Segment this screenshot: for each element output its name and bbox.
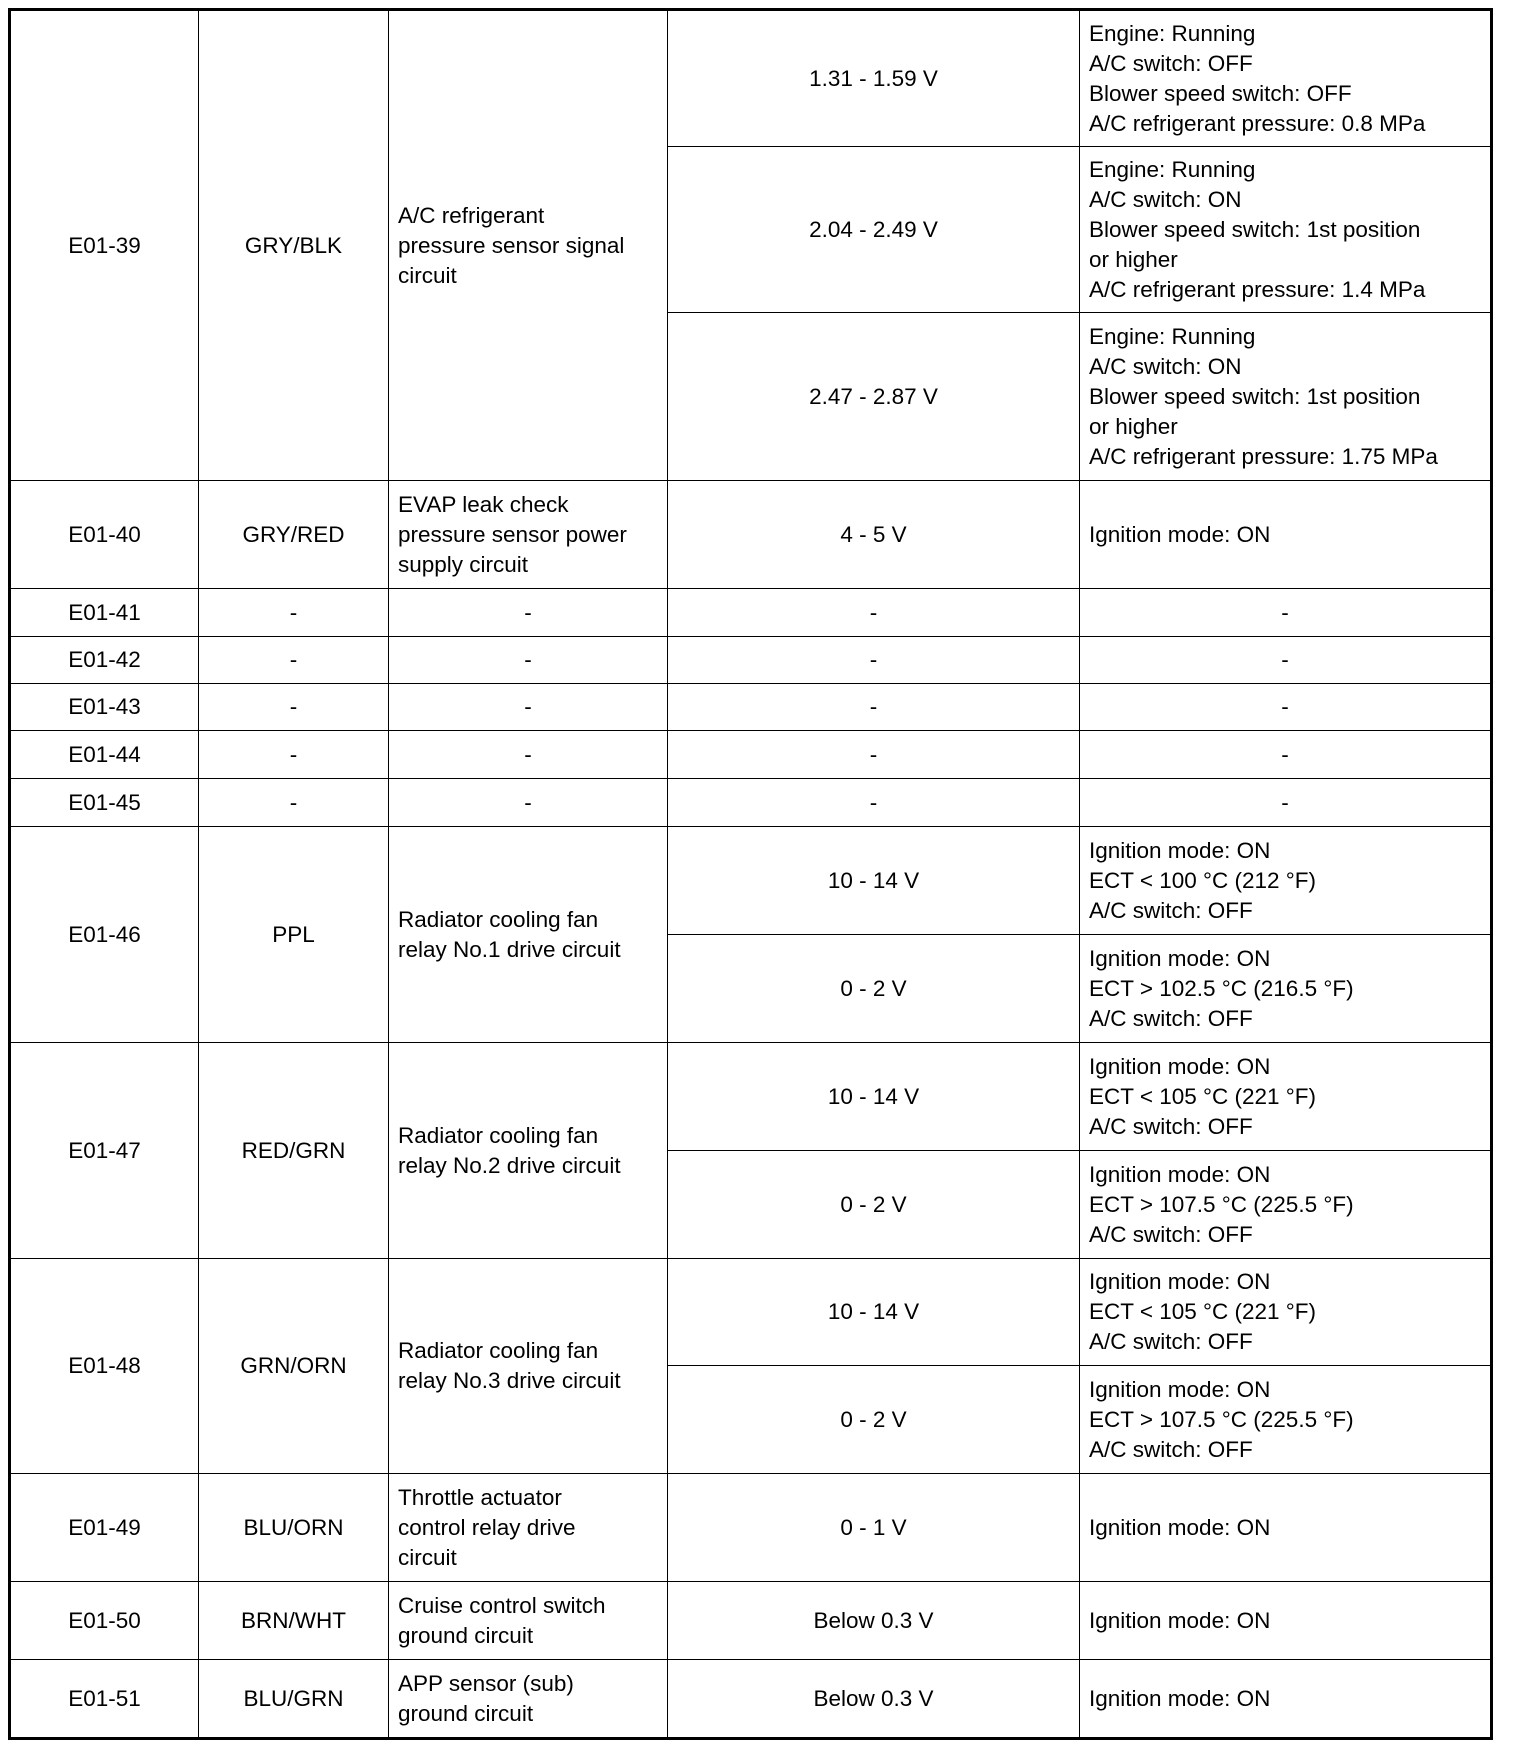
- table-row: 0 - 2 V Ignition mode: ON ECT > 102.5 °C …: [10, 934, 1492, 1043]
- test-condition: Ignition mode: ON: [1079, 1581, 1492, 1660]
- terminal-pin: E01-46: [9, 826, 199, 1043]
- table-row: E01-45- - - -: [9, 778, 1492, 827]
- wire-color: RED/GRN: [198, 1042, 389, 1259]
- wire-color: GRN/ORN: [198, 1258, 389, 1474]
- circuit-name: Cruise control switch ground circuit: [388, 1581, 668, 1660]
- test-condition: Ignition mode: ON ECT < 100 °C (212 °F) …: [1079, 826, 1492, 935]
- terminal-pin: E01-41: [9, 588, 199, 637]
- circuit-name: -: [388, 730, 668, 779]
- table-row: E01-40 GRY/RED EVAP leak check pressure se…: [9, 480, 1492, 589]
- voltage-spec: Below 0.3 V: [667, 1659, 1080, 1739]
- voltage-spec: -: [667, 730, 1080, 779]
- test-condition: Engine: Running A/C switch: ON Blower sp…: [1079, 146, 1492, 313]
- circuit-name: Throttle actuator control relay drive ci…: [388, 1473, 668, 1582]
- terminal-voltage-table: E01-39 GRY/BLK A/C refrigerant pressure se…: [8, 8, 1493, 1740]
- circuit-name: Radiator cooling fan relay No.1 drive ci…: [388, 826, 668, 1043]
- voltage-spec: -: [667, 588, 1080, 637]
- terminal-pin: E01-48: [9, 1258, 199, 1474]
- test-condition: Engine: Running A/C switch: OFF Blower s…: [1079, 9, 1492, 147]
- table-row: 0 - 2 V Ignition mode: ON ECT > 107.5 °C …: [10, 1150, 1492, 1259]
- circuit-name: A/C refrigerant pressure sensor signal c…: [388, 9, 668, 481]
- circuit-name: -: [388, 588, 668, 637]
- terminal-pin: E01-40: [9, 480, 199, 589]
- voltage-spec: 10 - 14 V: [667, 1258, 1080, 1366]
- table-row: E01-48 GRN/ORN Radiator cooling fan relay …: [9, 1258, 1492, 1474]
- voltage-spec: 10 - 14 V: [667, 1042, 1080, 1151]
- test-condition: Ignition mode: ON: [1079, 480, 1492, 589]
- circuit-name: Radiator cooling fan relay No.3 drive ci…: [388, 1258, 668, 1474]
- test-condition: Ignition mode: ON ECT < 105 °C (221 °F) …: [1079, 1042, 1492, 1151]
- circuit-name: -: [388, 683, 668, 731]
- voltage-spec: 0 - 2 V: [667, 934, 1080, 1043]
- circuit-name: -: [388, 778, 668, 827]
- terminal-pin: E01-45: [9, 778, 199, 827]
- voltage-spec: Below 0.3 V: [667, 1581, 1080, 1660]
- test-condition: -: [1079, 730, 1492, 779]
- circuit-name: APP sensor (sub) ground circuit: [388, 1659, 668, 1739]
- test-condition: Ignition mode: ON: [1079, 1473, 1492, 1582]
- wire-color: PPL: [198, 826, 389, 1043]
- circuit-name: Radiator cooling fan relay No.2 drive ci…: [388, 1042, 668, 1259]
- table-row: 0 - 2 V Ignition mode: ON ECT > 107.5 °C …: [10, 1365, 1492, 1474]
- terminal-pin: E01-42: [9, 636, 199, 684]
- voltage-spec: 0 - 2 V: [667, 1150, 1080, 1259]
- wire-color: GRY/BLK: [198, 9, 389, 481]
- test-condition: Ignition mode: ON ECT > 107.5 °C (225.5 …: [1079, 1150, 1492, 1259]
- table-row: E01-39 GRY/BLK A/C refrigerant pressure se…: [9, 9, 1492, 481]
- test-condition: Ignition mode: ON ECT < 105 °C (221 °F) …: [1079, 1258, 1492, 1366]
- voltage-spec: 10 - 14 V: [667, 826, 1080, 935]
- voltage-spec: 0 - 2 V: [667, 1365, 1080, 1474]
- wire-color: BLU/GRN: [198, 1659, 389, 1739]
- voltage-spec: 1.31 - 1.59 V: [667, 9, 1080, 147]
- test-condition: -: [1079, 683, 1492, 731]
- table-row: 2.47 - 2.87 V Engine: Running A/C switch:…: [10, 312, 1492, 481]
- test-condition: Ignition mode: ON: [1079, 1659, 1492, 1739]
- terminal-pin: E01-43: [9, 683, 199, 731]
- voltage-spec: 2.04 - 2.49 V: [667, 146, 1080, 313]
- circuit-name: -: [388, 636, 668, 684]
- test-condition: Engine: Running A/C switch: ON Blower sp…: [1079, 312, 1492, 481]
- test-condition: Ignition mode: ON ECT > 102.5 °C (216.5 …: [1079, 934, 1492, 1043]
- voltage-spec: 4 - 5 V: [667, 480, 1080, 589]
- table-row: E01-51 BLU/GRN APP sensor (sub) ground cir…: [9, 1659, 1492, 1739]
- voltage-spec: 2.47 - 2.87 V: [667, 312, 1080, 481]
- table-row: E01-47 RED/GRN Radiator cooling fan relay …: [9, 1042, 1492, 1259]
- wire-color: -: [198, 683, 389, 731]
- test-condition: -: [1079, 636, 1492, 684]
- voltage-spec: -: [667, 778, 1080, 827]
- terminal-pin: E01-49: [9, 1473, 199, 1582]
- wire-color: BLU/ORN: [198, 1473, 389, 1582]
- table-row: E01-50 BRN/WHT Cruise control switch groun…: [9, 1581, 1492, 1660]
- voltage-spec: -: [667, 683, 1080, 731]
- test-condition: Ignition mode: ON ECT > 107.5 °C (225.5 …: [1079, 1365, 1492, 1474]
- table-row: 2.04 - 2.49 V Engine: Running A/C switch:…: [10, 146, 1492, 313]
- test-condition: -: [1079, 588, 1492, 637]
- wire-color: -: [198, 588, 389, 637]
- voltage-spec: -: [667, 636, 1080, 684]
- table-row: E01-46 PPL Radiator cooling fan relay No.1…: [9, 826, 1492, 1043]
- circuit-name: EVAP leak check pressure sensor power su…: [388, 480, 668, 589]
- voltage-spec: 0 - 1 V: [667, 1473, 1080, 1582]
- wire-color: -: [198, 730, 389, 779]
- terminal-pin: E01-39: [9, 9, 199, 481]
- wire-color: -: [198, 636, 389, 684]
- table-row: E01-41- - - -: [9, 588, 1492, 637]
- wire-color: BRN/WHT: [198, 1581, 389, 1660]
- wire-color: GRY/RED: [198, 480, 389, 589]
- terminal-pin: E01-51: [9, 1659, 199, 1739]
- terminal-pin: E01-44: [9, 730, 199, 779]
- table-row: E01-43- - - -: [9, 683, 1492, 731]
- table-row: E01-44- - - -: [9, 730, 1492, 779]
- terminal-pin: E01-47: [9, 1042, 199, 1259]
- terminal-pin: E01-50: [9, 1581, 199, 1660]
- test-condition: -: [1079, 778, 1492, 827]
- table-row: E01-49 BLU/ORN Throttle actuator control r…: [9, 1473, 1492, 1582]
- wire-color: -: [198, 778, 389, 827]
- table-row: E01-42- - - -: [9, 636, 1492, 684]
